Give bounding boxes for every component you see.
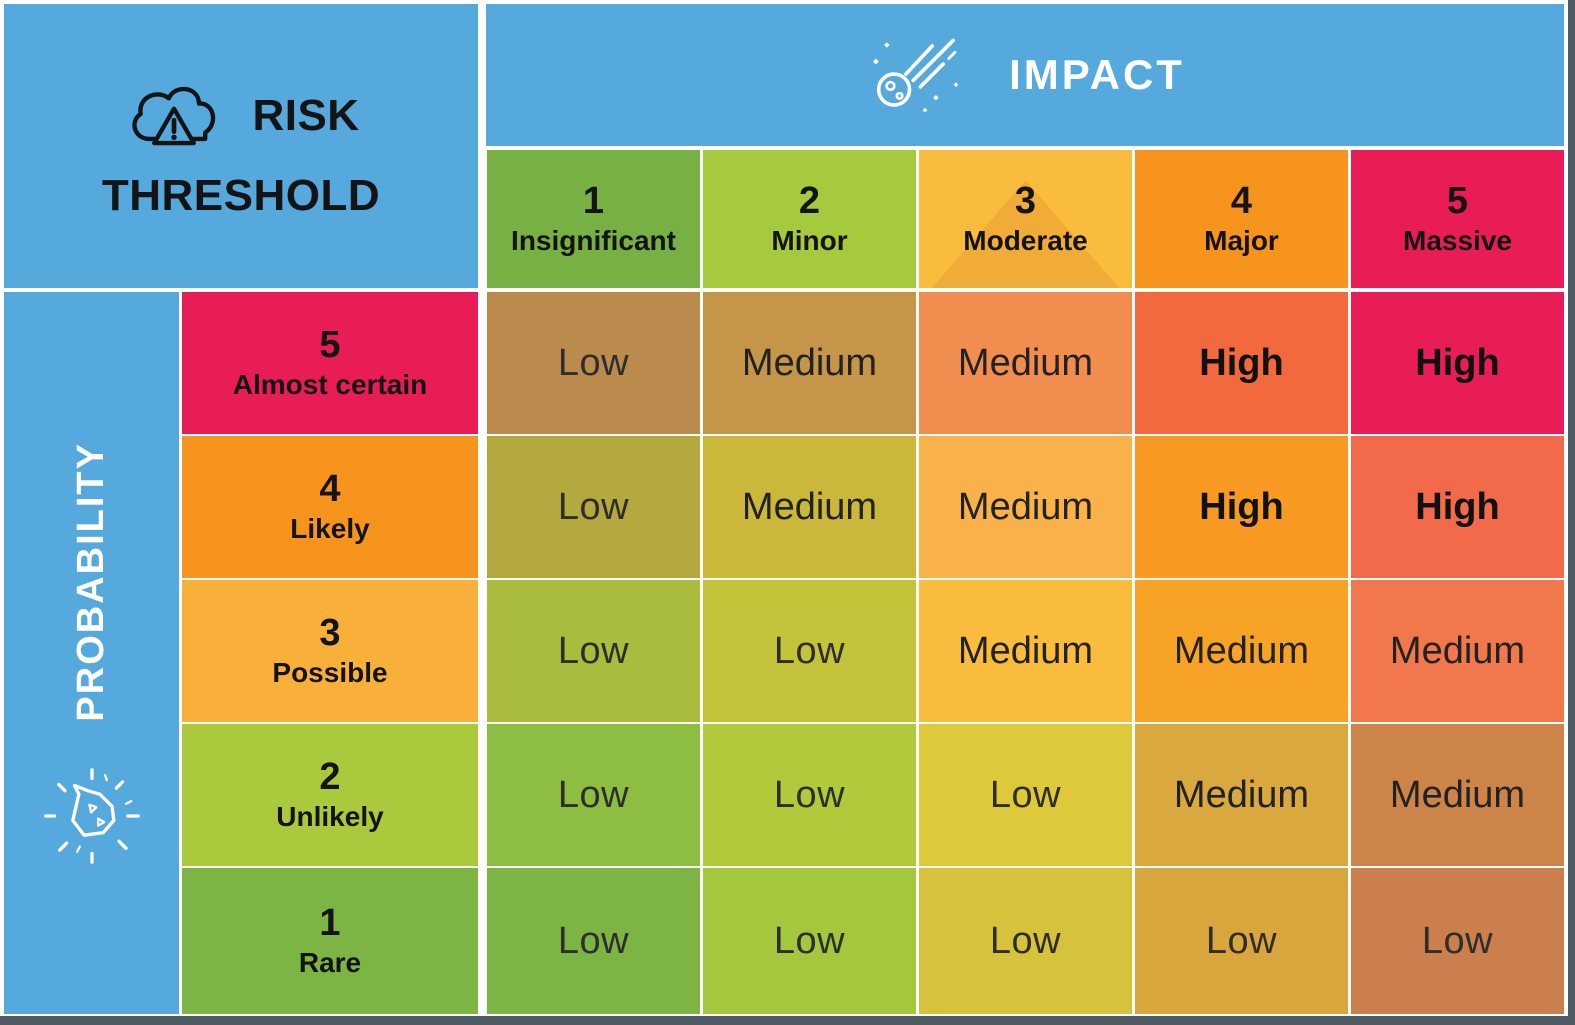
risk-cell-p2-i2: Low <box>703 724 916 866</box>
risk-title-line2: THRESHOLD <box>101 170 381 220</box>
risk-cell-p3-i3: Medium <box>919 580 1132 722</box>
impact-axis-header: IMPACT <box>486 4 1564 146</box>
probability-level-label: Likely <box>290 513 370 545</box>
probability-level-2-unlikely: 2 Unlikely <box>182 724 478 866</box>
probability-level-number: 5 <box>319 324 341 367</box>
impact-level-5-massive: 5 Massive <box>1351 150 1564 288</box>
risk-cell-p2-i4: Medium <box>1135 724 1348 866</box>
risk-cell-p5-i5: High <box>1351 292 1564 434</box>
probability-level-label: Rare <box>298 947 362 979</box>
risk-cell-p1-i5: Low <box>1351 868 1564 1014</box>
risk-cell-p2-i3: Low <box>919 724 1132 866</box>
risk-cell-p5-i2: Medium <box>703 292 916 434</box>
risk-cell-p4-i5: High <box>1351 436 1564 578</box>
probability-level-1-rare: 1 Rare <box>182 868 478 1014</box>
risk-cell-p1-i2: Low <box>703 868 916 1014</box>
probability-level-3-possible: 3 Possible <box>182 580 478 722</box>
cloud-alert-icon <box>132 86 216 146</box>
risk-title-row: RISK <box>122 73 359 159</box>
risk-cell-p3-i4: Medium <box>1135 580 1348 722</box>
risk-cell-p3-i1: Low <box>487 580 700 722</box>
risk-cell-p1-i1: Low <box>487 868 700 1014</box>
impact-level-number: 1 <box>582 180 605 223</box>
risk-cell-p5-i4: High <box>1135 292 1348 434</box>
probability-level-number: 2 <box>319 756 341 799</box>
impact-level-3-moderate: 3 Moderate <box>919 150 1132 288</box>
probability-axis-header: PROBABILITY <box>4 292 179 1014</box>
comet-icon <box>873 38 959 113</box>
risk-cell-p1-i3: Low <box>919 868 1132 1014</box>
probability-level-label: Almost certain <box>232 369 428 401</box>
impact-level-number: 5 <box>1446 180 1469 223</box>
risk-cell-p2-i1: Low <box>487 724 700 866</box>
impact-level-number: 2 <box>798 180 821 223</box>
impact-level-label: Major <box>1204 225 1279 257</box>
probability-level-4-likely: 4 Likely <box>182 436 478 578</box>
right-edge-shadow <box>1568 0 1575 1025</box>
probability-level-number: 4 <box>319 468 341 511</box>
risk-cell-p4-i4: High <box>1135 436 1348 578</box>
impact-level-1-insignificant: 1 Insignificant <box>487 150 700 288</box>
risk-cell-p4-i1: Low <box>487 436 700 578</box>
impact-level-2-minor: 2 Minor <box>703 150 916 288</box>
impact-level-number: 4 <box>1230 180 1253 223</box>
impact-axis-label: IMPACT <box>1009 51 1185 98</box>
risk-title-line1: RISK <box>252 90 360 140</box>
risk-cell-p2-i5: Medium <box>1351 724 1564 866</box>
risk-threshold-panel: RISK THRESHOLD <box>4 4 478 288</box>
probability-level-number: 3 <box>319 612 341 655</box>
risk-cell-p3-i5: Medium <box>1351 580 1564 722</box>
risk-cell-p4-i3: Medium <box>919 436 1132 578</box>
risk-cell-p4-i2: Medium <box>703 436 916 578</box>
probability-axis-label: PROBABILITY <box>70 442 112 722</box>
impact-level-4-major: 4 Major <box>1135 150 1348 288</box>
probability-level-label: Unlikely <box>276 801 384 833</box>
risk-cell-p5-i3: Medium <box>919 292 1132 434</box>
meteor-burst-icon <box>43 767 140 864</box>
probability-level-5-almost-certain: 5 Almost certain <box>182 292 478 434</box>
risk-cell-p3-i2: Low <box>703 580 916 722</box>
impact-level-label: Minor <box>771 225 848 257</box>
probability-level-label: Possible <box>272 657 388 689</box>
bottom-edge-shadow <box>0 1016 1575 1025</box>
impact-level-label: Insignificant <box>511 225 676 257</box>
probability-level-number: 1 <box>319 902 341 945</box>
risk-cell-p1-i4: Low <box>1135 868 1348 1014</box>
impact-level-number: 3 <box>1014 180 1037 223</box>
impact-level-label: Moderate <box>963 225 1088 257</box>
risk-cell-p5-i1: Low <box>487 292 700 434</box>
impact-level-label: Massive <box>1403 225 1512 257</box>
